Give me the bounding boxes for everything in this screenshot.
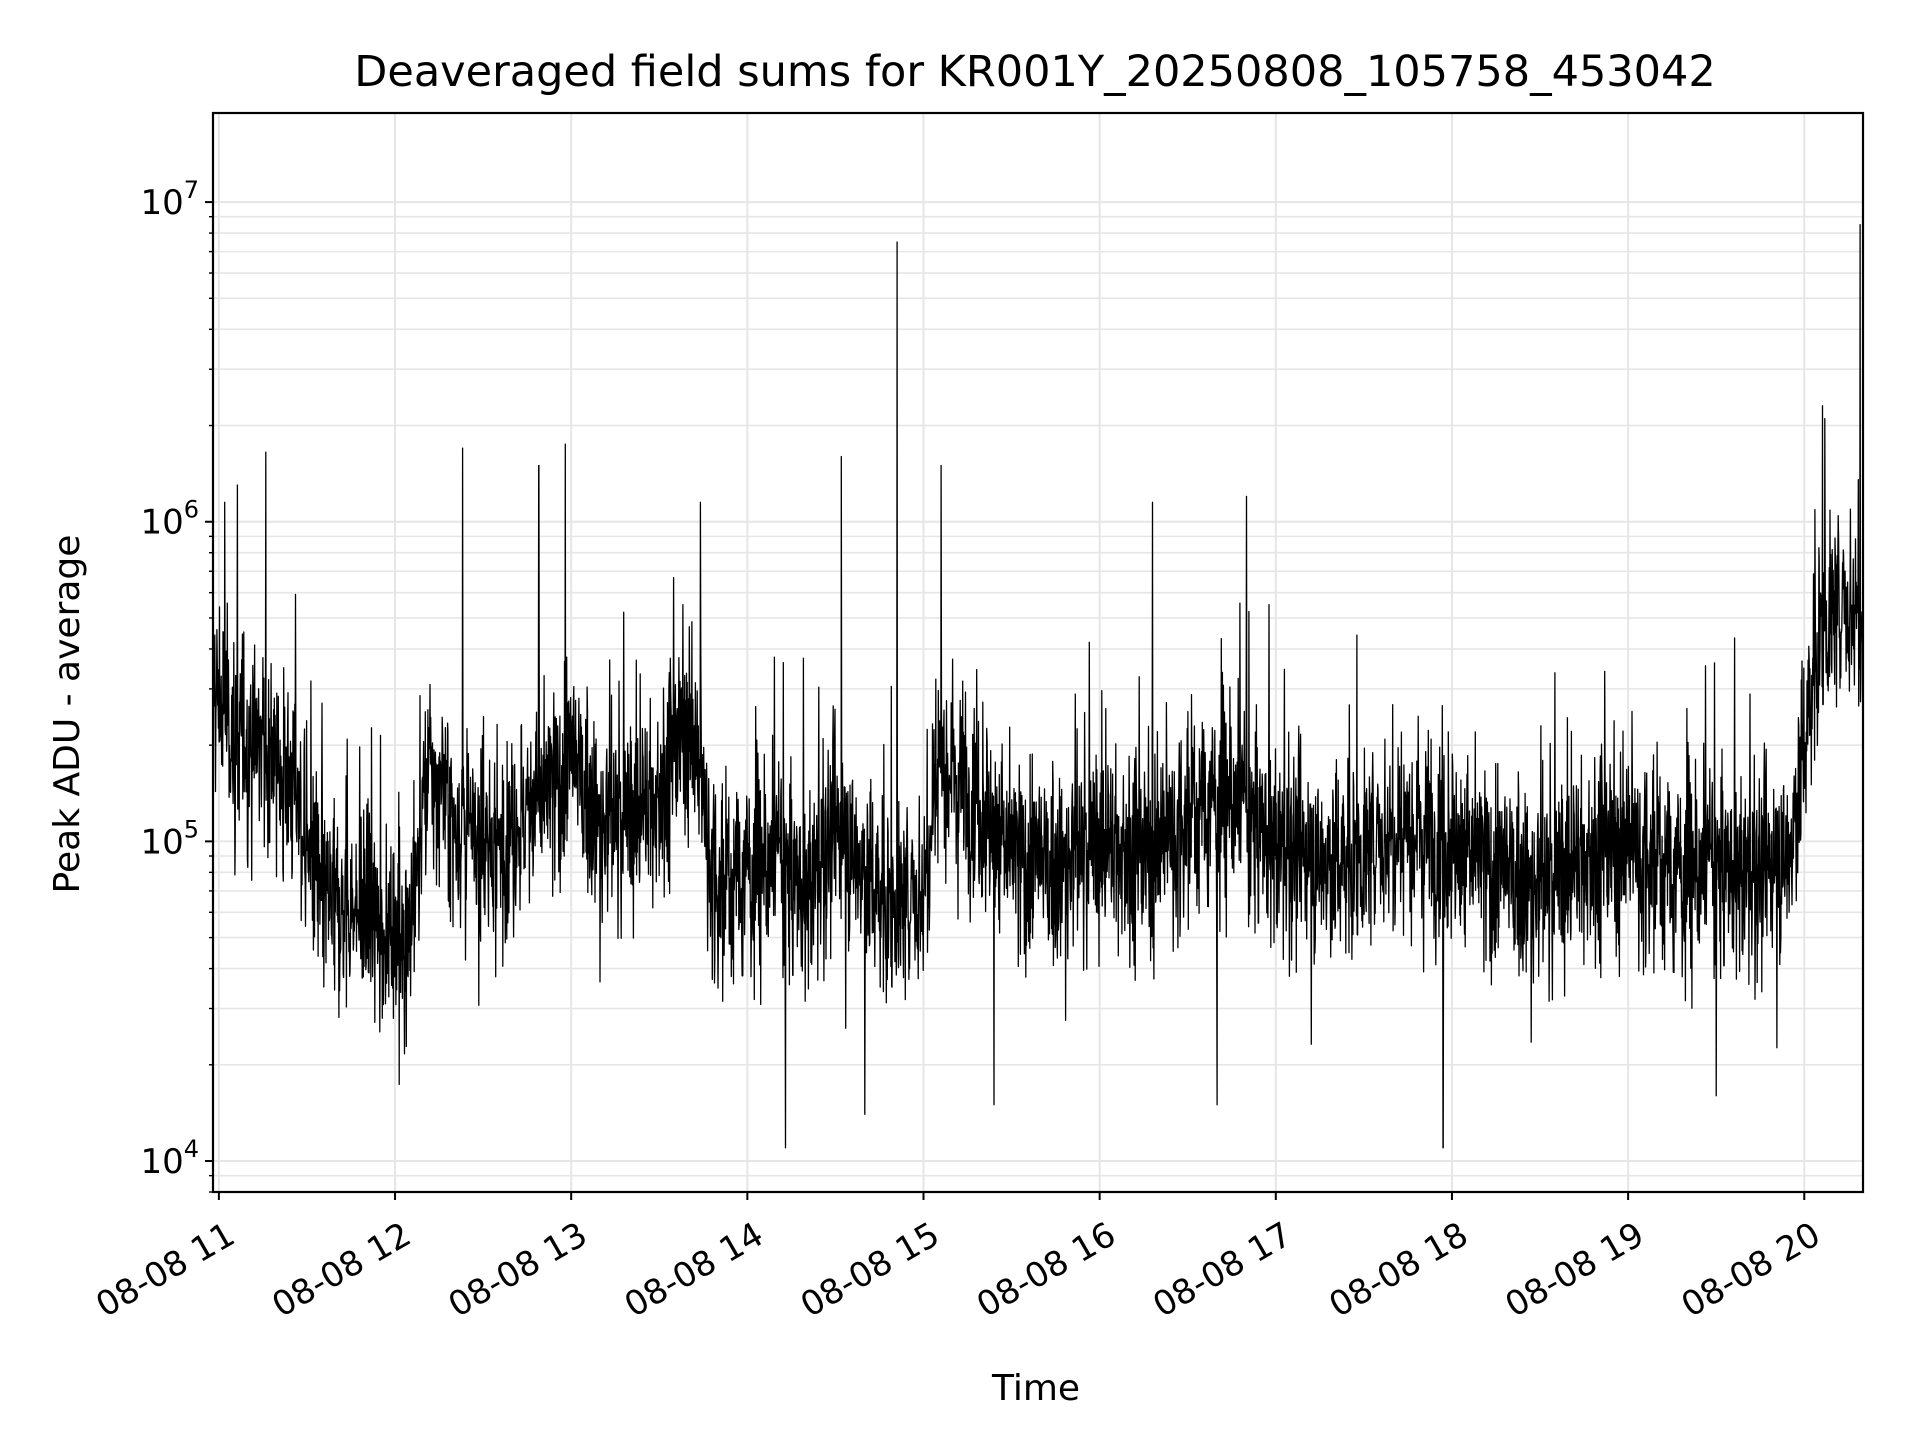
x-axis-label: Time: [991, 1368, 1080, 1409]
chart-title: Deaveraged field sums for KR001Y_2025080…: [354, 47, 1716, 97]
plot-frame: [211, 111, 1865, 1194]
y-tick-label: 107: [140, 176, 199, 223]
data-series: [213, 165, 1863, 1149]
y-tick-label: 105: [140, 815, 199, 862]
series-line: [213, 165, 1863, 1149]
y-axis-label: Peak ADU - average: [47, 535, 88, 894]
y-tick-label: 104: [140, 1135, 199, 1182]
y-tick-label: 106: [140, 496, 199, 543]
